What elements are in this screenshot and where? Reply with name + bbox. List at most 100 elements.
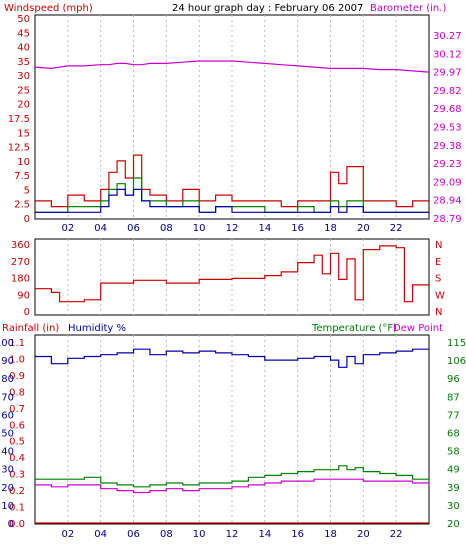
direction-tick-label: 360 <box>11 240 30 251</box>
dew-point-series-line <box>35 478 430 494</box>
temperature-series-line <box>35 465 430 488</box>
windspeed-axis-label: Windspeed (mph) <box>4 3 93 14</box>
temperature-tick-label: 115 <box>447 338 466 349</box>
barometer-axis-label: Barometer (in.) <box>370 3 446 14</box>
wind-barometer-x-tick-label: 22 <box>390 223 403 234</box>
barometer-tick-label: 29.38 <box>433 141 462 152</box>
rain-humidity-temp-panel: 02 04 06 08 10 12 14 16 18 20 22 0.0 0.1 0.2 0.3 0.4 0.5… <box>0 334 466 540</box>
barometer-tick-label: 28.79 <box>433 214 462 225</box>
temperature-tick-label: 68 <box>447 429 460 440</box>
wind-barometer-x-tick-label: 18 <box>324 223 337 234</box>
chart-title: 24 hour graph day : February 06 2007 <box>172 3 363 14</box>
direction-tick-label: 0 <box>24 307 30 318</box>
humidity-axis-label: Humidity % <box>68 323 126 334</box>
windspeed-tick-label: 0 <box>24 214 30 225</box>
humidity-tick-label: 20 <box>1 483 14 494</box>
windspeed-tick-label: 7.5 <box>14 171 30 182</box>
rain-humidity-temp-x-tick-label: 12 <box>226 529 239 540</box>
windspeed-tick-label: 50 <box>17 14 30 25</box>
rain-humidity-temp-x-tick-label: 20 <box>357 529 370 540</box>
wind-barometer-x-tick-label: 16 <box>291 223 304 234</box>
temperature-tick-label: 58 <box>447 447 460 458</box>
rain-humidity-temp-x-tick-label: 18 <box>324 529 337 540</box>
temperature-tick-label: 49 <box>447 465 460 476</box>
rain-humidity-temp-x-tick-label: 22 <box>390 529 403 540</box>
barometer-tick-label: 28.94 <box>433 196 462 207</box>
humidity-tick-label: 50 <box>1 429 14 440</box>
temperature-tick-label: 77 <box>447 410 460 421</box>
direction-tick-label: 270 <box>11 257 30 268</box>
humidity-tick-label: 30 <box>1 465 14 476</box>
rain-humidity-temp-x-tick-label: 06 <box>127 529 140 540</box>
wind-barometer-x-tick-label: 14 <box>258 223 271 234</box>
rainfall-tick-label: 1.1 <box>9 338 25 349</box>
temperature-tick-label: 87 <box>447 392 460 403</box>
wind-barometer-panel: 02 04 06 08 10 12 14 16 18 20 22 0 2.5 5 7.5 10 12.5 15 17… <box>8 14 462 234</box>
rainfall-tick-label: 0.8 <box>9 387 25 398</box>
humidity-tick-label: 100 <box>0 338 14 349</box>
temperature-tick-label: 39 <box>447 483 460 494</box>
rainfall-axis-label: Rainfall (in) <box>2 323 59 334</box>
windspeed-tick-label: 5 <box>24 185 30 196</box>
windspeed-tick-label: 45 <box>17 28 30 39</box>
temperature-tick-label: 106 <box>447 356 466 367</box>
rainfall-tick-label: 0.3 <box>9 470 25 481</box>
compass-tick-label: N <box>435 307 442 318</box>
rainfall-tick-label: 0.0 <box>9 519 25 530</box>
wind-direction-series-line <box>35 245 429 303</box>
wind-barometer-x-tick-label: 04 <box>94 223 107 234</box>
dewpoint-axis-label: Dew Point <box>393 323 443 334</box>
windspeed-tick-label: 2.5 <box>14 200 30 211</box>
windspeed-tick-label: 10 <box>17 157 30 168</box>
rainfall-tick-label: 0.9 <box>9 371 25 382</box>
barometer-tick-label: 29.23 <box>433 159 462 170</box>
wind-barometer-x-tick-label: 02 <box>61 223 74 234</box>
rainfall-tick-label: 0.4 <box>9 453 25 464</box>
barometer-tick-label: 30.27 <box>433 31 462 42</box>
barometer-tick-label: 29.82 <box>433 86 462 97</box>
wind-barometer-x-tick-label: 06 <box>127 223 140 234</box>
compass-tick-label: E <box>435 257 441 268</box>
rainfall-tick-label: 0.5 <box>9 437 25 448</box>
humidity-tick-label: 90 <box>1 356 14 367</box>
barometer-tick-label: 29.68 <box>433 104 462 115</box>
rainfall-tick-label: 0.2 <box>9 486 25 497</box>
wind-barometer-x-tick-label: 08 <box>160 223 173 234</box>
windspeed-tick-label: 20 <box>17 100 30 111</box>
windspeed-tick-label: 30 <box>17 71 30 82</box>
windspeed-tick-label: 15 <box>17 128 30 139</box>
humidity-tick-label: 70 <box>1 392 14 403</box>
rain-humidity-temp-x-tick-label: 08 <box>160 529 173 540</box>
windspeed-tick-label: 17.5 <box>8 114 30 125</box>
rainfall-tick-label: 0.6 <box>9 420 25 431</box>
humidity-series-line <box>35 348 429 368</box>
rain-humidity-temp-x-tick-label: 04 <box>94 529 107 540</box>
rain-humidity-temp-x-tick-label: 16 <box>291 529 304 540</box>
rain-humidity-temp-x-tick-label: 14 <box>258 529 271 540</box>
rainfall-tick-label: 0.7 <box>9 404 25 415</box>
temperature-axis-label: Temperature (°F) <box>311 323 397 334</box>
rainfall-tick-label: 1.0 <box>9 354 25 365</box>
rainfall-tick-label: 0.1 <box>9 503 25 514</box>
humidity-tick-label: 60 <box>1 410 14 421</box>
barometer-tick-label: 30.12 <box>433 49 462 60</box>
temperature-tick-label: 30 <box>447 501 460 512</box>
wind-barometer-x-tick-label: 12 <box>226 223 239 234</box>
windspeed-tick-label: 40 <box>17 43 30 54</box>
compass-tick-label: N <box>435 240 442 251</box>
wind-avg-series-line <box>35 188 429 213</box>
wind-barometer-x-tick-label: 20 <box>357 223 370 234</box>
temperature-tick-label: 96 <box>447 374 460 385</box>
humidity-tick-label: 80 <box>1 374 14 385</box>
temperature-tick-label: 20 <box>447 519 460 530</box>
windspeed-tick-label: 12.5 <box>8 143 30 154</box>
rain-humidity-temp-x-tick-label: 10 <box>193 529 206 540</box>
windspeed-tick-label: 35 <box>17 57 30 68</box>
barometer-tick-label: 29.53 <box>433 123 462 134</box>
direction-tick-label: 180 <box>11 274 30 285</box>
humidity-tick-label: 40 <box>1 447 14 458</box>
humidity-tick-label: 10 <box>1 501 14 512</box>
